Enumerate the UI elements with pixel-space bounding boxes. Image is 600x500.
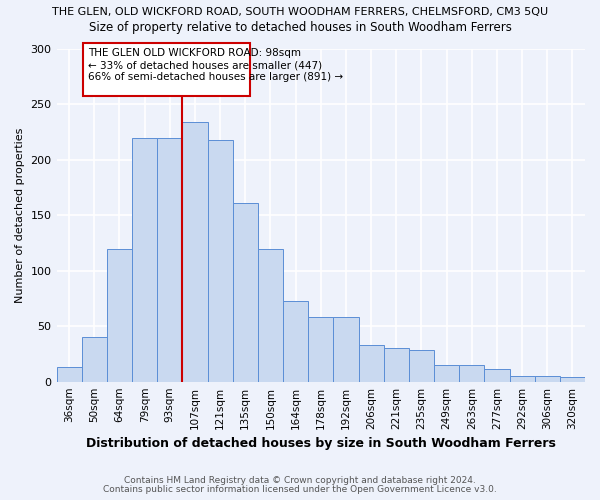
Text: THE GLEN, OLD WICKFORD ROAD, SOUTH WOODHAM FERRERS, CHELMSFORD, CM3 5QU: THE GLEN, OLD WICKFORD ROAD, SOUTH WOODH… xyxy=(52,8,548,18)
Bar xyxy=(509,376,535,382)
Text: Size of property relative to detached houses in South Woodham Ferrers: Size of property relative to detached ho… xyxy=(89,21,511,34)
Text: THE GLEN OLD WICKFORD ROAD: 98sqm: THE GLEN OLD WICKFORD ROAD: 98sqm xyxy=(88,48,301,58)
Y-axis label: Number of detached properties: Number of detached properties xyxy=(15,128,25,303)
Bar xyxy=(56,368,82,382)
Bar xyxy=(107,248,132,382)
Bar xyxy=(359,345,383,382)
Bar xyxy=(132,138,157,382)
Bar xyxy=(258,248,283,382)
Bar xyxy=(208,140,233,382)
Bar xyxy=(182,122,208,382)
Bar xyxy=(535,376,560,382)
FancyBboxPatch shape xyxy=(83,44,250,96)
Bar xyxy=(334,318,359,382)
Text: 66% of semi-detached houses are larger (891) →: 66% of semi-detached houses are larger (… xyxy=(88,72,343,82)
Bar xyxy=(283,300,308,382)
Text: Contains HM Land Registry data © Crown copyright and database right 2024.: Contains HM Land Registry data © Crown c… xyxy=(124,476,476,485)
Bar xyxy=(484,370,509,382)
Text: Contains public sector information licensed under the Open Government Licence v3: Contains public sector information licen… xyxy=(103,485,497,494)
Bar xyxy=(82,338,107,382)
Bar xyxy=(409,350,434,382)
Bar xyxy=(383,348,409,382)
Bar xyxy=(434,365,459,382)
X-axis label: Distribution of detached houses by size in South Woodham Ferrers: Distribution of detached houses by size … xyxy=(86,437,556,450)
Bar xyxy=(560,377,585,382)
Bar xyxy=(459,365,484,382)
Bar xyxy=(157,138,182,382)
Text: ← 33% of detached houses are smaller (447): ← 33% of detached houses are smaller (44… xyxy=(88,60,322,70)
Bar xyxy=(233,203,258,382)
Bar xyxy=(308,318,334,382)
